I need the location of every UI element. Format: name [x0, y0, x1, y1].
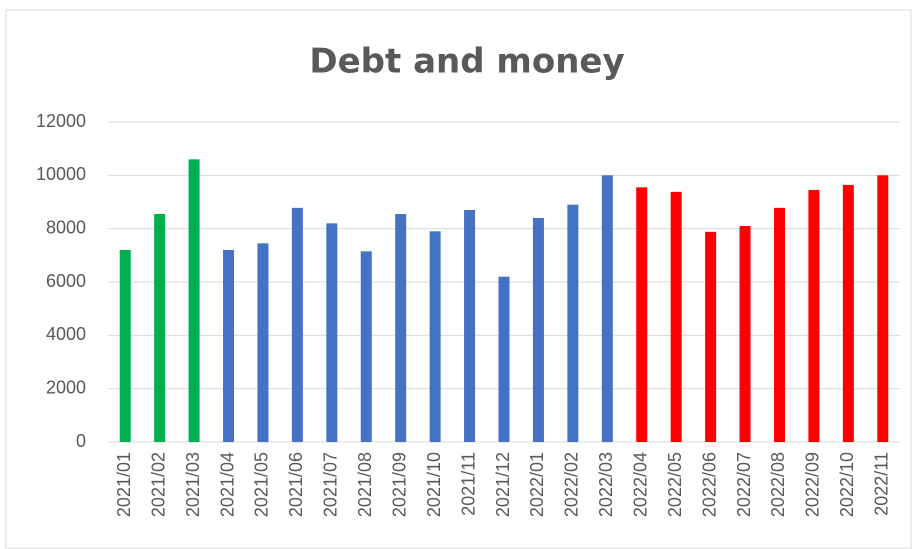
x-tick-label: 2022/06 [699, 452, 719, 517]
bar [705, 231, 717, 442]
x-tick-label: 2021/04 [217, 452, 237, 517]
y-tick-label: 12000 [36, 111, 86, 131]
y-tick-label: 4000 [46, 324, 86, 344]
bar [773, 207, 785, 442]
bar [395, 214, 407, 442]
bar [429, 231, 441, 442]
bar [808, 190, 820, 442]
x-tick-label: 2022/04 [630, 452, 650, 517]
x-tick-label: 2021/01 [114, 452, 134, 517]
bar [360, 251, 372, 442]
bar [464, 210, 476, 442]
bar [119, 250, 131, 442]
x-tick-label: 2021/07 [321, 452, 341, 517]
x-tick-label: 2022/10 [837, 452, 857, 517]
x-tick-label: 2021/11 [458, 452, 478, 516]
x-tick-label: 2022/01 [527, 452, 547, 517]
bar [842, 184, 854, 442]
x-tick-label: 2021/10 [424, 452, 444, 517]
x-tick-label: 2022/08 [768, 452, 788, 517]
bar [498, 276, 510, 442]
y-tick-label: 6000 [46, 271, 86, 291]
x-tick-label: 2021/05 [252, 452, 272, 517]
bar [670, 191, 682, 442]
bar [223, 250, 235, 442]
x-tick-label: 2022/03 [596, 452, 616, 517]
bar [257, 243, 269, 442]
x-tick-label: 2021/09 [389, 452, 409, 517]
chart-title: Debt and money [309, 42, 624, 82]
bar [291, 207, 303, 442]
x-tick-label: 2021/12 [493, 452, 513, 517]
x-tick-label: 2021/03 [183, 452, 203, 517]
x-tick-label: 2022/05 [665, 452, 685, 517]
bar [601, 175, 613, 443]
x-tick-label: 2021/06 [286, 452, 306, 517]
x-tick-label: 2021/08 [355, 452, 375, 517]
bar [739, 226, 751, 442]
bar [532, 218, 544, 442]
y-tick-label: 10000 [36, 164, 86, 184]
y-tick-label: 2000 [46, 377, 86, 397]
bar [877, 175, 889, 443]
x-tick-label: 2022/07 [734, 452, 754, 517]
y-tick-label: 8000 [46, 217, 86, 237]
x-tick-label: 2021/02 [148, 452, 168, 517]
y-tick-label: 0 [76, 431, 86, 451]
bar [154, 214, 166, 442]
x-tick-label: 2022/11 [872, 452, 892, 516]
x-tick-label: 2022/09 [803, 452, 823, 517]
x-tick-label: 2022/02 [562, 452, 582, 517]
bar [326, 223, 338, 442]
bar [188, 159, 200, 443]
bar [567, 204, 579, 442]
bar [636, 187, 648, 442]
